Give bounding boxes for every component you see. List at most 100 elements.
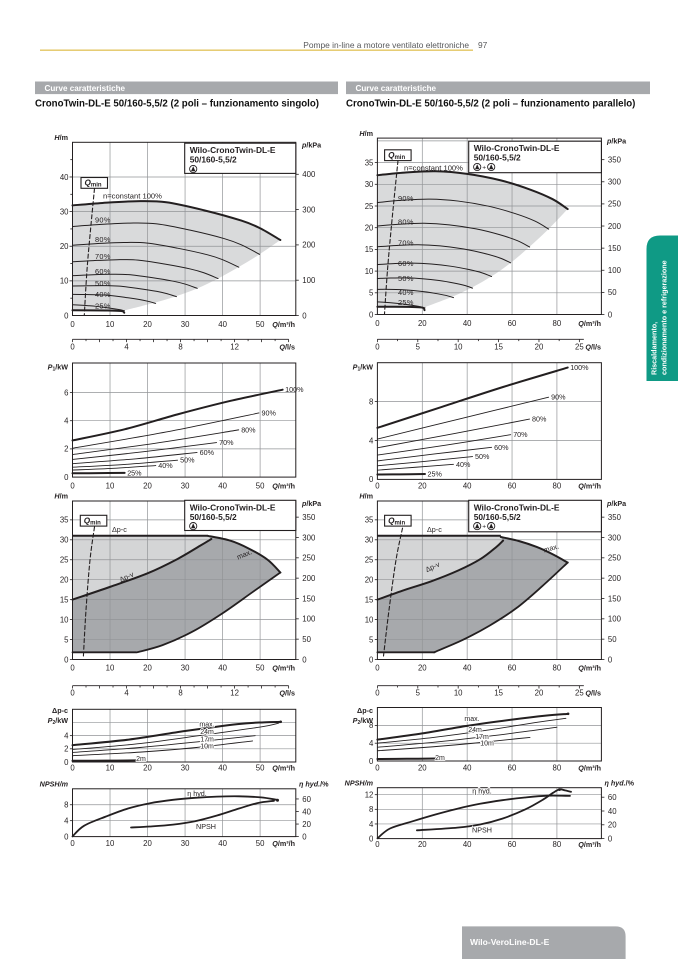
svg-text:5: 5 [64, 635, 69, 644]
svg-text:20: 20 [418, 319, 427, 328]
svg-text:300: 300 [302, 533, 316, 542]
svg-text:10: 10 [106, 320, 115, 329]
svg-text:30: 30 [60, 536, 69, 545]
svg-text:50: 50 [302, 635, 311, 644]
svg-text:80: 80 [553, 663, 562, 672]
svg-text:40%: 40% [398, 288, 414, 297]
svg-text:8: 8 [64, 801, 68, 810]
svg-text:40: 40 [463, 840, 472, 849]
svg-text:4: 4 [124, 342, 129, 351]
svg-text:4: 4 [369, 436, 374, 445]
svg-text:0: 0 [375, 840, 380, 849]
svg-text:η hyd.: η hyd. [187, 789, 207, 798]
svg-text:Qmin: Qmin [85, 179, 102, 189]
svg-text:20: 20 [535, 342, 544, 351]
svg-text:50/160-5,5/2: 50/160-5,5/2 [474, 153, 521, 163]
svg-text:10: 10 [60, 615, 69, 624]
svg-text:50%: 50% [95, 279, 111, 288]
svg-text:20: 20 [608, 821, 617, 830]
svg-text:6: 6 [64, 388, 68, 397]
svg-text:100: 100 [302, 276, 316, 285]
svg-text:20: 20 [535, 689, 544, 698]
svg-text:40: 40 [608, 807, 617, 816]
svg-text:100: 100 [608, 615, 622, 624]
svg-text:H/m: H/m [359, 492, 373, 501]
svg-text:Q/m³/h: Q/m³/h [578, 319, 601, 328]
svg-text:40%: 40% [95, 290, 111, 299]
svg-text:0: 0 [369, 834, 374, 843]
svg-text:50/160-5,5/2: 50/160-5,5/2 [190, 155, 237, 165]
svg-text:2m: 2m [435, 755, 445, 762]
svg-text:60%: 60% [398, 259, 414, 268]
svg-text:80%: 80% [398, 218, 414, 227]
svg-text:4: 4 [64, 731, 69, 740]
svg-text:0: 0 [302, 311, 307, 320]
svg-text:n=constant 100%: n=constant 100% [404, 164, 463, 173]
svg-text:Q/m³/h: Q/m³/h [272, 320, 295, 329]
svg-text:15: 15 [60, 595, 69, 604]
svg-text:97: 97 [478, 40, 488, 50]
svg-text:50: 50 [608, 288, 617, 297]
svg-text:50: 50 [256, 320, 265, 329]
svg-text:H/m: H/m [54, 133, 68, 142]
svg-text:4: 4 [124, 689, 129, 698]
svg-text:25%: 25% [127, 468, 142, 477]
svg-text:50%: 50% [398, 274, 414, 283]
svg-text:20: 20 [365, 224, 374, 233]
svg-text:25: 25 [365, 202, 374, 211]
svg-text:90%: 90% [262, 408, 277, 417]
svg-text:30: 30 [181, 839, 190, 848]
svg-text:10: 10 [60, 277, 69, 286]
svg-text:5: 5 [369, 289, 374, 298]
svg-text:30: 30 [365, 180, 374, 189]
svg-text:10: 10 [106, 839, 115, 848]
svg-text:30: 30 [181, 663, 190, 672]
svg-text:60%: 60% [95, 267, 111, 276]
svg-text:40: 40 [463, 663, 472, 672]
svg-text:24m: 24m [468, 727, 482, 734]
svg-text:100: 100 [608, 266, 622, 275]
svg-text:n=constant 100%: n=constant 100% [103, 192, 162, 201]
svg-text:60%: 60% [200, 448, 215, 457]
svg-text:40: 40 [302, 807, 311, 816]
svg-text:24m: 24m [200, 729, 214, 736]
svg-text:0: 0 [64, 473, 69, 482]
svg-text:50: 50 [256, 482, 265, 491]
svg-text:p/kPa: p/kPa [301, 499, 322, 508]
svg-text:0: 0 [70, 839, 75, 848]
svg-text:Riscaldamento,: Riscaldamento, [650, 322, 659, 375]
svg-text:p/kPa: p/kPa [606, 499, 627, 508]
svg-text:0: 0 [375, 319, 380, 328]
svg-text:25: 25 [575, 342, 584, 351]
svg-text:70%: 70% [513, 430, 528, 439]
svg-text:150: 150 [608, 244, 622, 253]
svg-text:30: 30 [181, 763, 190, 772]
svg-text:80: 80 [553, 840, 562, 849]
svg-text:8: 8 [369, 397, 373, 406]
svg-text:70%: 70% [398, 239, 414, 248]
svg-text:12: 12 [230, 689, 239, 698]
svg-text:25: 25 [365, 556, 374, 565]
svg-text:100%: 100% [285, 385, 304, 394]
svg-text:Wilo-CronoTwin-DL-E: Wilo-CronoTwin-DL-E [474, 502, 560, 512]
svg-text:80: 80 [553, 319, 562, 328]
svg-text:Qmin: Qmin [84, 517, 101, 527]
svg-text:Pompe in-line a motore ventila: Pompe in-line a motore ventilato elettro… [303, 40, 469, 50]
svg-text:NPSH/m: NPSH/m [40, 779, 69, 788]
svg-text:20: 20 [143, 663, 152, 672]
svg-text:25: 25 [575, 689, 584, 698]
svg-text:15: 15 [494, 342, 503, 351]
svg-text:20: 20 [60, 576, 69, 585]
svg-text:0: 0 [375, 342, 380, 351]
svg-text:50%: 50% [475, 452, 490, 461]
svg-text:0: 0 [369, 475, 374, 484]
svg-text:30: 30 [181, 482, 190, 491]
svg-text:25%: 25% [95, 302, 111, 311]
svg-text:+: + [482, 524, 486, 531]
svg-text:p/kPa: p/kPa [606, 137, 627, 146]
svg-text:Qmin: Qmin [388, 517, 405, 527]
svg-text:25%: 25% [428, 470, 443, 479]
svg-text:50: 50 [256, 663, 265, 672]
svg-text:40: 40 [218, 320, 227, 329]
svg-text:150: 150 [302, 594, 316, 603]
